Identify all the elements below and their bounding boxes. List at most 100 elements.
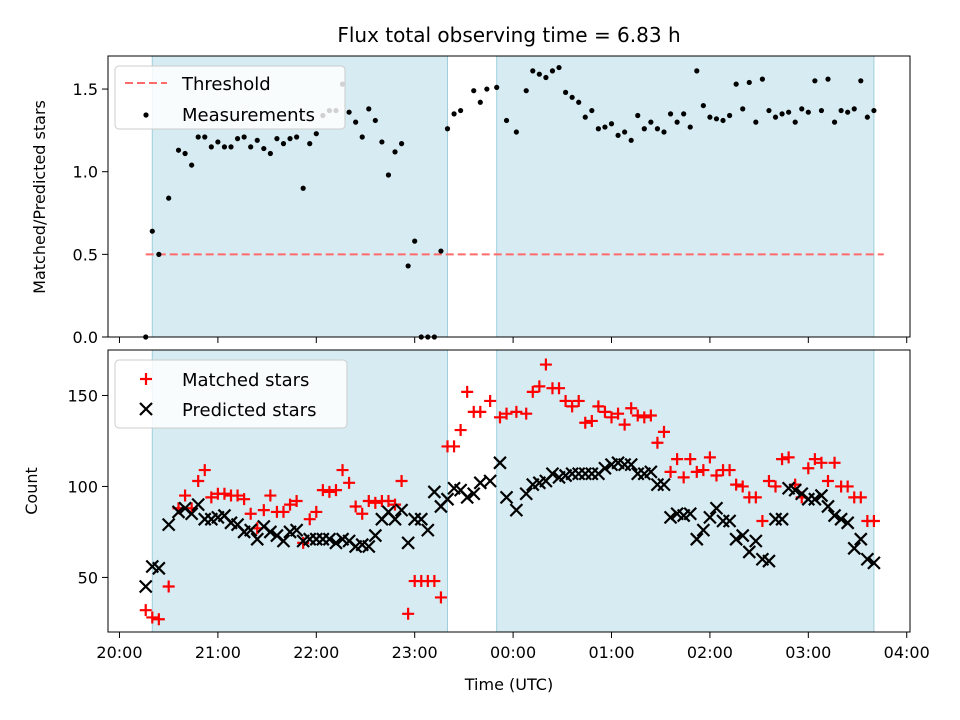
measurement-point bbox=[307, 141, 313, 147]
measurement-point bbox=[726, 112, 733, 119]
matched-star-point bbox=[638, 411, 651, 424]
matched-star-point bbox=[815, 456, 828, 469]
matched-star-point bbox=[553, 382, 566, 395]
predicted-star-point bbox=[847, 541, 862, 556]
matched-star-point bbox=[769, 480, 782, 493]
matched-star-point bbox=[448, 440, 461, 453]
measurement-point bbox=[444, 126, 451, 132]
predicted-star-point bbox=[250, 532, 265, 546]
predicted-star-point bbox=[860, 552, 875, 567]
measurement-point bbox=[189, 162, 195, 168]
measurement-point bbox=[451, 111, 457, 117]
matched-star-point bbox=[329, 484, 342, 497]
measurement-point bbox=[871, 107, 877, 114]
measurement-point bbox=[202, 134, 208, 140]
measurement-point bbox=[385, 172, 392, 178]
measurement-point bbox=[458, 107, 464, 114]
measurement-point bbox=[700, 102, 706, 109]
matched-star-point bbox=[362, 495, 375, 508]
predicted-star-point bbox=[644, 465, 658, 479]
measurement-point bbox=[602, 124, 608, 130]
matched-star-point bbox=[762, 474, 775, 487]
matched-star-point bbox=[520, 407, 533, 420]
y-tick-label: 0.0 bbox=[73, 328, 98, 347]
measurement-point bbox=[215, 139, 221, 145]
measurement-point bbox=[615, 132, 621, 138]
matched-star-point bbox=[671, 453, 684, 466]
measurement-point bbox=[156, 251, 162, 257]
predicted-star-point bbox=[483, 474, 497, 488]
measurement-point bbox=[494, 84, 500, 91]
matched-star-point bbox=[218, 487, 231, 500]
matched-star-point bbox=[316, 484, 329, 497]
matched-star-point bbox=[264, 489, 277, 502]
top-y-ticks: 0.0 0.5 1.0 1.5 bbox=[73, 80, 108, 347]
matched-star-point bbox=[152, 613, 165, 626]
measurement-point bbox=[372, 117, 378, 124]
predicted-legend-swatch bbox=[139, 402, 153, 416]
matched-star-point bbox=[336, 464, 349, 477]
predicted-star-point bbox=[263, 525, 278, 539]
matched-star-point bbox=[434, 591, 447, 604]
predicted-star-point bbox=[742, 545, 757, 559]
matched-star-point bbox=[782, 451, 795, 464]
matched-star-point bbox=[612, 407, 625, 420]
measurement-point bbox=[720, 117, 726, 124]
measurement-point bbox=[628, 137, 634, 143]
matched-star-point bbox=[162, 580, 175, 593]
predicted-star-point bbox=[762, 554, 776, 568]
measurement-point bbox=[195, 134, 201, 140]
matched-star-point bbox=[244, 507, 257, 520]
matched-star-point bbox=[579, 416, 592, 429]
measurements-legend-swatch bbox=[143, 112, 149, 118]
predicted-star-point bbox=[729, 532, 743, 546]
predicted-star-point bbox=[414, 512, 429, 526]
matched-star-point bbox=[854, 491, 867, 504]
matched-star-point bbox=[598, 405, 611, 418]
predicted-star-point bbox=[696, 523, 711, 537]
matched-star-point bbox=[572, 394, 585, 407]
matched-star-point bbox=[343, 476, 356, 489]
measurement-point bbox=[608, 121, 615, 127]
x-tick-label: 21:00 bbox=[195, 643, 241, 662]
matched-star-point bbox=[559, 394, 572, 407]
matched-star-point bbox=[677, 471, 690, 484]
x-tick-label: 02:00 bbox=[687, 643, 733, 662]
measurement-point bbox=[687, 124, 693, 130]
matched-star-point bbox=[290, 495, 303, 508]
measurement-point bbox=[812, 78, 818, 84]
matched-star-point bbox=[828, 456, 841, 469]
matched-star-point bbox=[474, 405, 487, 418]
matched-star-point bbox=[493, 411, 506, 424]
measurement-point bbox=[549, 68, 556, 74]
measurement-point bbox=[248, 144, 254, 150]
top-legend-box bbox=[114, 65, 346, 130]
x-tick-label: 03:00 bbox=[785, 643, 831, 662]
matched-star-point bbox=[631, 409, 644, 422]
top-x-ticks bbox=[118, 337, 908, 343]
y-tick-label: 0.5 bbox=[73, 245, 98, 264]
measurement-point bbox=[523, 88, 529, 94]
matched-star-point bbox=[756, 515, 769, 528]
measurement-point bbox=[589, 107, 595, 114]
measurement-point bbox=[576, 99, 582, 105]
measurement-point bbox=[838, 107, 844, 114]
measurement-point bbox=[799, 106, 805, 112]
matched-star-point bbox=[395, 474, 408, 487]
predicted-star-point bbox=[735, 528, 750, 543]
x-tick-label: 23:00 bbox=[392, 643, 438, 662]
matched-star-point bbox=[690, 465, 703, 478]
predicted-star-point bbox=[276, 534, 291, 548]
matched-star-point bbox=[192, 474, 205, 487]
measurement-point bbox=[379, 139, 385, 145]
measurement-point bbox=[766, 107, 772, 114]
matched-star-point bbox=[454, 424, 467, 437]
matched-star-point bbox=[585, 414, 598, 427]
measurement-point bbox=[294, 134, 300, 140]
measurement-point bbox=[346, 109, 352, 115]
matched-star-point bbox=[356, 507, 369, 520]
measurement-point bbox=[851, 106, 857, 112]
observing-interval-2 bbox=[496, 55, 875, 338]
measurement-point bbox=[543, 74, 549, 81]
measurement-point bbox=[622, 129, 628, 135]
